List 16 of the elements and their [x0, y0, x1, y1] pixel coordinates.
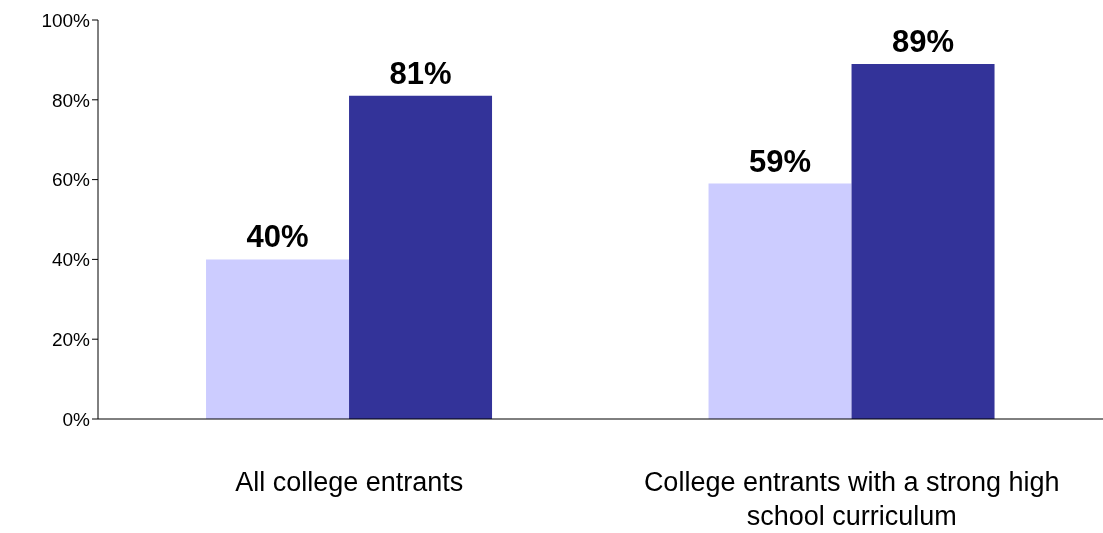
y-tick-label: 100%: [41, 9, 91, 31]
y-tick-label: 40%: [51, 249, 91, 271]
x-tick-label: All college entrants: [235, 467, 464, 497]
data-label: 81%: [389, 55, 452, 91]
y-tick-label: 20%: [51, 328, 91, 350]
x-tick-label: College entrants with a strong high school curriculum: [643, 467, 1060, 531]
data-label: 40%: [246, 219, 309, 255]
data-label: 59%: [749, 143, 812, 179]
y-tick-label: 80%: [51, 89, 91, 111]
bar: [851, 63, 995, 419]
bar: [708, 183, 852, 419]
y-tick-label: 60%: [51, 169, 91, 191]
bar: [349, 95, 493, 419]
data-label: 89%: [892, 23, 955, 59]
y-tick-label: 0%: [62, 408, 91, 430]
bar: [206, 259, 350, 419]
